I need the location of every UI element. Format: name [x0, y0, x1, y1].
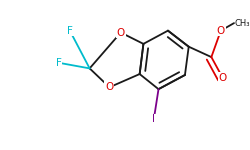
- Text: I: I: [152, 114, 155, 124]
- Text: O: O: [218, 73, 227, 83]
- Text: CH₃: CH₃: [235, 19, 250, 28]
- Text: O: O: [117, 28, 125, 38]
- Text: O: O: [105, 82, 114, 92]
- Text: F: F: [56, 58, 62, 68]
- Text: O: O: [217, 26, 225, 36]
- Text: F: F: [67, 26, 73, 36]
